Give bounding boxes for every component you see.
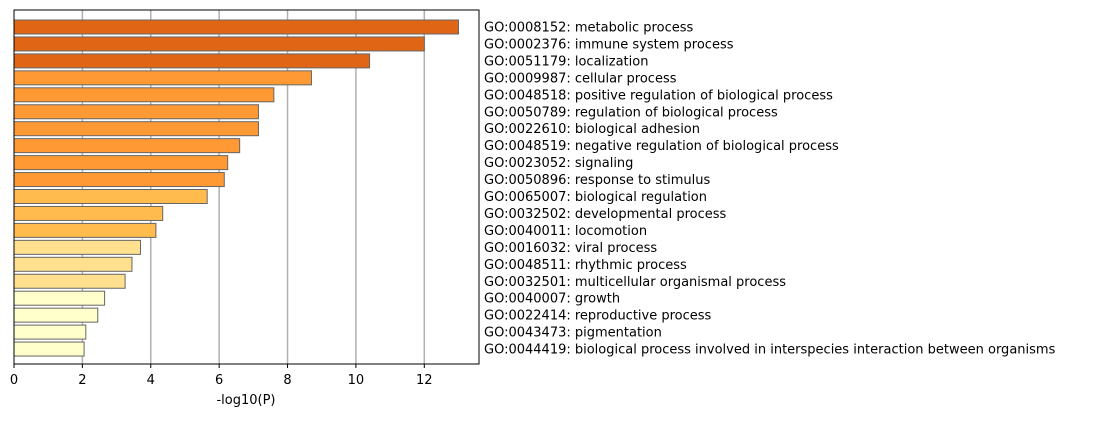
plot-frame <box>13 9 480 365</box>
category-label: GO:0040007: growth <box>484 292 620 307</box>
bar <box>13 222 157 238</box>
bar <box>13 189 208 204</box>
x-axis-label: -log10(P) <box>216 393 275 408</box>
category-label: GO:0050896: response to stimulus <box>484 173 710 188</box>
bar <box>13 104 259 120</box>
category-label: GO:0044419: biological process involved … <box>484 343 1056 358</box>
bar <box>13 138 241 154</box>
x-tick-label: 2 <box>78 373 86 388</box>
bar <box>13 19 459 35</box>
x-tick-label: 4 <box>147 373 155 388</box>
category-label: GO:0065007: biological regulation <box>484 190 707 205</box>
bar <box>13 172 225 188</box>
category-label: GO:0016032: viral process <box>484 241 657 256</box>
bars <box>13 19 459 357</box>
x-axis-ticks: 0 2 4 6 8 10 12 <box>10 364 433 388</box>
category-label: GO:0022414: reproductive process <box>484 309 712 324</box>
category-label: GO:0009987: cellular process <box>484 71 677 86</box>
x-tick-label: 8 <box>283 373 291 388</box>
bar <box>13 36 425 52</box>
category-label: GO:0032501: multicellular organismal pro… <box>484 275 786 290</box>
category-label: GO:0002376: immune system process <box>484 37 734 52</box>
bar <box>13 205 164 221</box>
bar <box>13 290 106 306</box>
category-label: GO:0051179: localization <box>484 54 648 69</box>
category-label: GO:0023052: signaling <box>484 156 633 171</box>
category-label: GO:0040011: locomotion <box>484 224 647 239</box>
x-tick-label: 6 <box>215 373 223 388</box>
bar <box>13 273 126 289</box>
x-tick-label: 0 <box>10 373 18 388</box>
bar <box>13 341 85 357</box>
category-labels: GO:0008152: metabolic processGO:0002376:… <box>484 21 1056 358</box>
category-label: GO:0043473: pigmentation <box>484 326 662 341</box>
category-label: GO:0022610: biological adhesion <box>484 122 700 137</box>
x-tick-label: 10 <box>348 373 365 388</box>
category-label: GO:0050789: regulation of biological pro… <box>484 105 778 120</box>
bar <box>13 256 133 272</box>
category-label: GO:0048519: negative regulation of biolo… <box>484 139 839 154</box>
bar <box>13 239 142 255</box>
bar <box>13 70 312 86</box>
bar <box>13 307 99 323</box>
bar <box>13 121 259 137</box>
bar <box>13 155 229 171</box>
bar <box>13 53 371 69</box>
x-tick-label: 12 <box>416 373 433 388</box>
bar <box>13 324 87 340</box>
category-label: GO:0032502: developmental process <box>484 207 727 222</box>
category-label: GO:0008152: metabolic process <box>484 21 693 36</box>
category-label: GO:0048518: positive regulation of biolo… <box>484 88 833 103</box>
category-label: GO:0048511: rhythmic process <box>484 258 687 273</box>
bar <box>13 87 275 103</box>
